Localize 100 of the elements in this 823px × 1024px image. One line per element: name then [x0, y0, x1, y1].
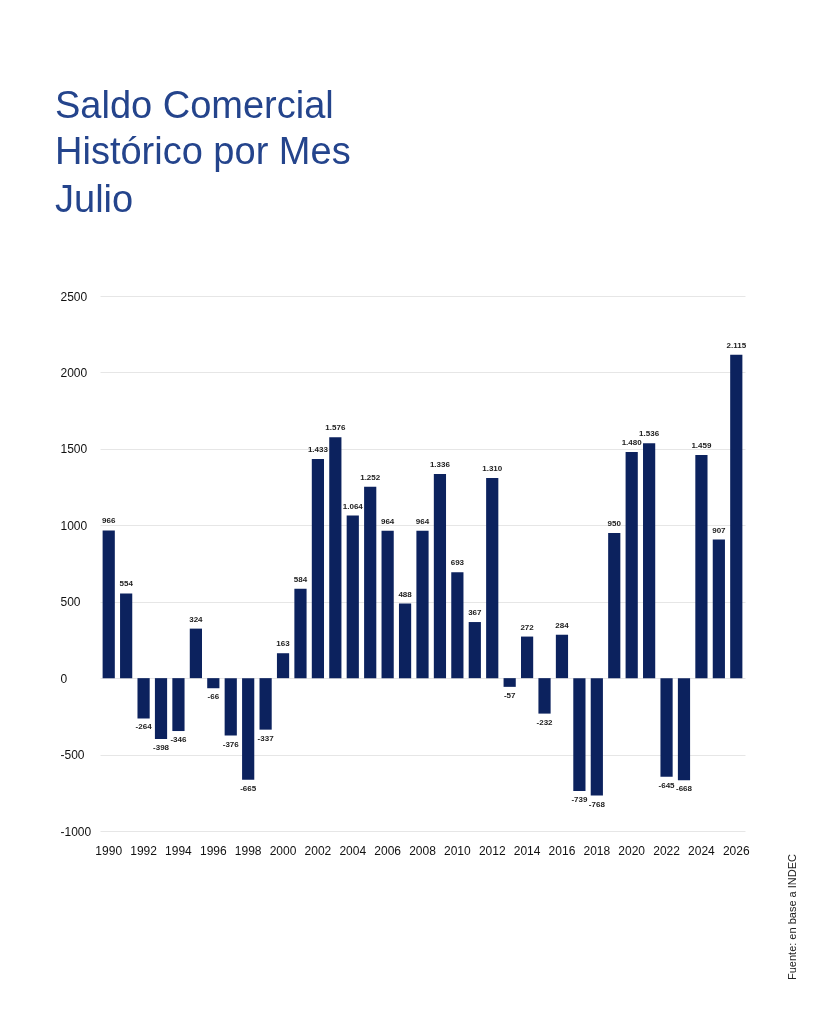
data-label: 1.064	[342, 501, 364, 511]
y-tick-label: 2000	[60, 365, 88, 380]
data-label: 367	[468, 608, 483, 618]
x-tick-label: 1990	[95, 843, 123, 858]
data-label: -739	[571, 795, 588, 805]
bar	[416, 530, 429, 679]
x-tick-label: 1994	[165, 843, 193, 858]
y-tick-label: 500	[60, 595, 81, 610]
data-label: -346	[170, 735, 187, 745]
data-label: 1.252	[360, 472, 381, 482]
y-tick-label: -1000	[60, 824, 92, 839]
data-label: 1.433	[307, 445, 329, 455]
x-tick-label: 2002	[304, 843, 332, 858]
bar	[538, 678, 551, 714]
bar	[520, 636, 534, 679]
bar	[433, 473, 447, 679]
bar	[329, 437, 342, 679]
bar	[172, 678, 185, 732]
bar	[364, 486, 377, 679]
y-tick-label: 2500	[60, 289, 88, 304]
source-note: Fuente: en base a INDEC	[786, 854, 798, 980]
data-label: 964	[380, 516, 395, 526]
data-label: -665	[240, 783, 257, 793]
data-label: -57	[503, 690, 516, 700]
x-tick-label: 1996	[199, 843, 227, 858]
bar	[224, 678, 237, 736]
x-tick-label: 2020	[618, 843, 646, 858]
chart-subtitle: Julio	[55, 177, 134, 222]
y-tick-label: 1500	[60, 442, 88, 457]
x-tick-label: 2024	[688, 843, 716, 858]
bar	[486, 477, 499, 679]
data-label: 964	[415, 516, 430, 526]
x-tick-label: 2004	[339, 843, 367, 858]
x-tick-label: 2012	[478, 843, 506, 858]
data-label: 163	[276, 639, 291, 649]
y-tick-label: 0	[60, 671, 68, 686]
data-label: 966	[102, 516, 116, 526]
data-label: -398	[153, 742, 170, 752]
bar	[660, 678, 673, 777]
bar	[555, 634, 569, 679]
data-label: -232	[536, 717, 554, 727]
x-tick-label: 2026	[722, 843, 750, 858]
bar	[137, 678, 150, 719]
data-label: -645	[658, 780, 676, 790]
bar	[643, 443, 656, 679]
bar	[590, 678, 603, 796]
data-label: 324	[189, 614, 204, 624]
data-label: 1.480	[621, 437, 643, 447]
x-tick-label: 2006	[374, 843, 402, 858]
x-tick-label: 1992	[130, 843, 158, 858]
x-tick-label: 1998	[234, 843, 262, 858]
bar	[189, 628, 202, 679]
data-label: 1.536	[639, 429, 660, 439]
y-tick-label: 1000	[60, 518, 88, 533]
data-label: 2.115	[726, 340, 747, 350]
bar	[381, 530, 394, 679]
x-tick-label: 2018	[583, 843, 611, 858]
bar	[608, 532, 621, 679]
bar	[311, 459, 325, 679]
y-tick-label: -500	[60, 748, 85, 763]
data-label: -768	[588, 799, 606, 809]
chart-title: Saldo Comercial Histórico por Mes	[55, 83, 352, 174]
bar	[625, 451, 638, 679]
bar	[346, 515, 359, 679]
bar	[468, 622, 481, 679]
x-tick-label: 2008	[409, 843, 437, 858]
x-tick-label: 2016	[548, 843, 576, 858]
data-label: 554	[119, 579, 134, 589]
bar	[503, 678, 516, 687]
bar	[120, 593, 133, 679]
bar	[730, 354, 743, 679]
data-label: -264	[135, 722, 153, 732]
bar	[207, 678, 220, 689]
data-label: 907	[712, 525, 727, 535]
data-label: -337	[257, 733, 275, 743]
x-tick-label: 2022	[653, 843, 681, 858]
bar	[154, 678, 168, 739]
bar	[242, 678, 255, 780]
x-tick-label: 2000	[269, 843, 297, 858]
data-label: 693	[450, 558, 465, 568]
data-label: -66	[207, 692, 220, 702]
data-label: -668	[675, 784, 693, 794]
data-label: 284	[555, 620, 570, 630]
x-tick-label: 2014	[513, 843, 541, 858]
bar	[573, 678, 586, 792]
data-label: 488	[398, 589, 413, 599]
data-label: 1.459	[691, 441, 712, 451]
bar	[398, 603, 412, 679]
bar	[259, 678, 272, 730]
data-label: 950	[607, 518, 622, 528]
bar	[102, 530, 115, 679]
x-tick-label: 2010	[444, 843, 472, 858]
data-label: 1.310	[482, 463, 503, 473]
data-label: 1.576	[325, 423, 346, 433]
bar	[294, 588, 307, 679]
bar	[677, 678, 691, 781]
bar	[451, 572, 464, 679]
data-label: 1.336	[429, 459, 451, 469]
bar	[712, 539, 725, 679]
data-label: 272	[520, 622, 535, 632]
